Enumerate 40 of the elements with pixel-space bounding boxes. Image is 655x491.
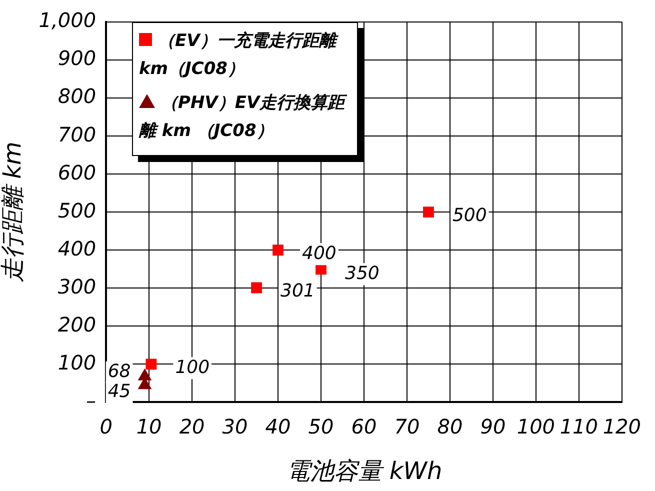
x-tick-label: 0 [100, 414, 112, 438]
y-tick-label: 600 [58, 160, 96, 184]
x-tick-label: 10 [136, 414, 162, 438]
x-tick-label: 60 [351, 414, 377, 438]
x-tick-label: 20 [179, 414, 205, 438]
y-tick-label: 700 [58, 122, 96, 146]
y-tick-label: 400 [58, 236, 96, 260]
y-axis-title: 走行距離 km [0, 142, 27, 283]
y-tick-label: 500 [58, 198, 96, 222]
data-label: 100 [175, 356, 210, 378]
point [423, 206, 434, 218]
legend-label: （EV）一充電走行距離 km（JC08） [139, 31, 336, 79]
point [146, 358, 157, 370]
x-tick-label: 120 [602, 414, 642, 438]
point [251, 282, 262, 294]
data-label: 301 [280, 280, 315, 302]
data-label: 500 [452, 204, 487, 226]
legend-label: （PHV）EV走行換算距離 km （JC08） [139, 93, 345, 141]
x-tick-label: 80 [437, 414, 463, 438]
x-tick-label: 110 [560, 414, 598, 438]
point [272, 244, 284, 256]
y-tick-label: 800 [58, 84, 96, 108]
data-label: 350 [344, 262, 380, 284]
y-tick-label: 1,000 [38, 8, 96, 32]
x-tick-label: 70 [394, 414, 420, 438]
y-tick-label: 300 [58, 274, 96, 298]
x-tick-label: 100 [516, 414, 556, 438]
data-label: 68 [108, 361, 131, 382]
x-axis-title: 電池容量 kWh [286, 456, 442, 485]
x-tick-label: 40 [265, 414, 291, 438]
point [138, 368, 152, 380]
y-tick-label: 100 [58, 350, 96, 374]
data-label: 400 [302, 242, 336, 264]
y-tick-label: – [86, 388, 96, 412]
x-tick-label: 30 [222, 414, 248, 438]
y-tick-label: 200 [58, 312, 96, 336]
data-label: 45 [108, 381, 131, 402]
x-tick-label: 50 [308, 414, 334, 438]
y-tick-label: 900 [58, 46, 96, 70]
x-tick-label: 90 [480, 414, 506, 438]
